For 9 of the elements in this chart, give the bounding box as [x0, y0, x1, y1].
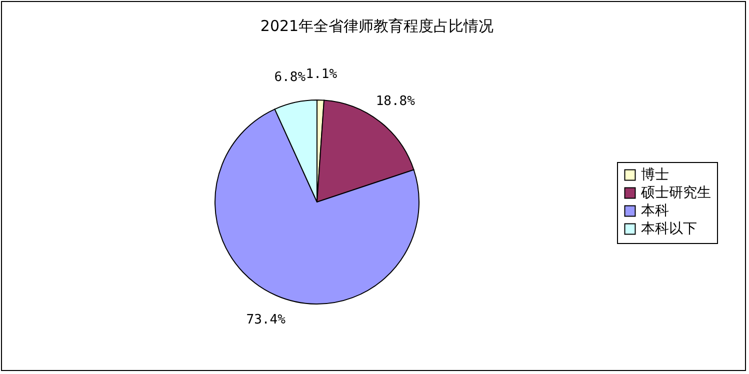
legend-label: 本科以下: [641, 221, 697, 237]
legend-label: 硕士研究生: [640, 185, 711, 201]
data-label: 18.8%: [376, 94, 416, 109]
data-label: 73.4%: [246, 312, 286, 328]
legend-label: 博士: [641, 167, 669, 183]
chart-title: 2021年全省律师教育程度占比情况: [260, 17, 494, 35]
legend-label: 本科: [641, 203, 669, 219]
data-label: 1.1%: [306, 67, 338, 82]
data-label: 6.8%: [274, 70, 306, 85]
